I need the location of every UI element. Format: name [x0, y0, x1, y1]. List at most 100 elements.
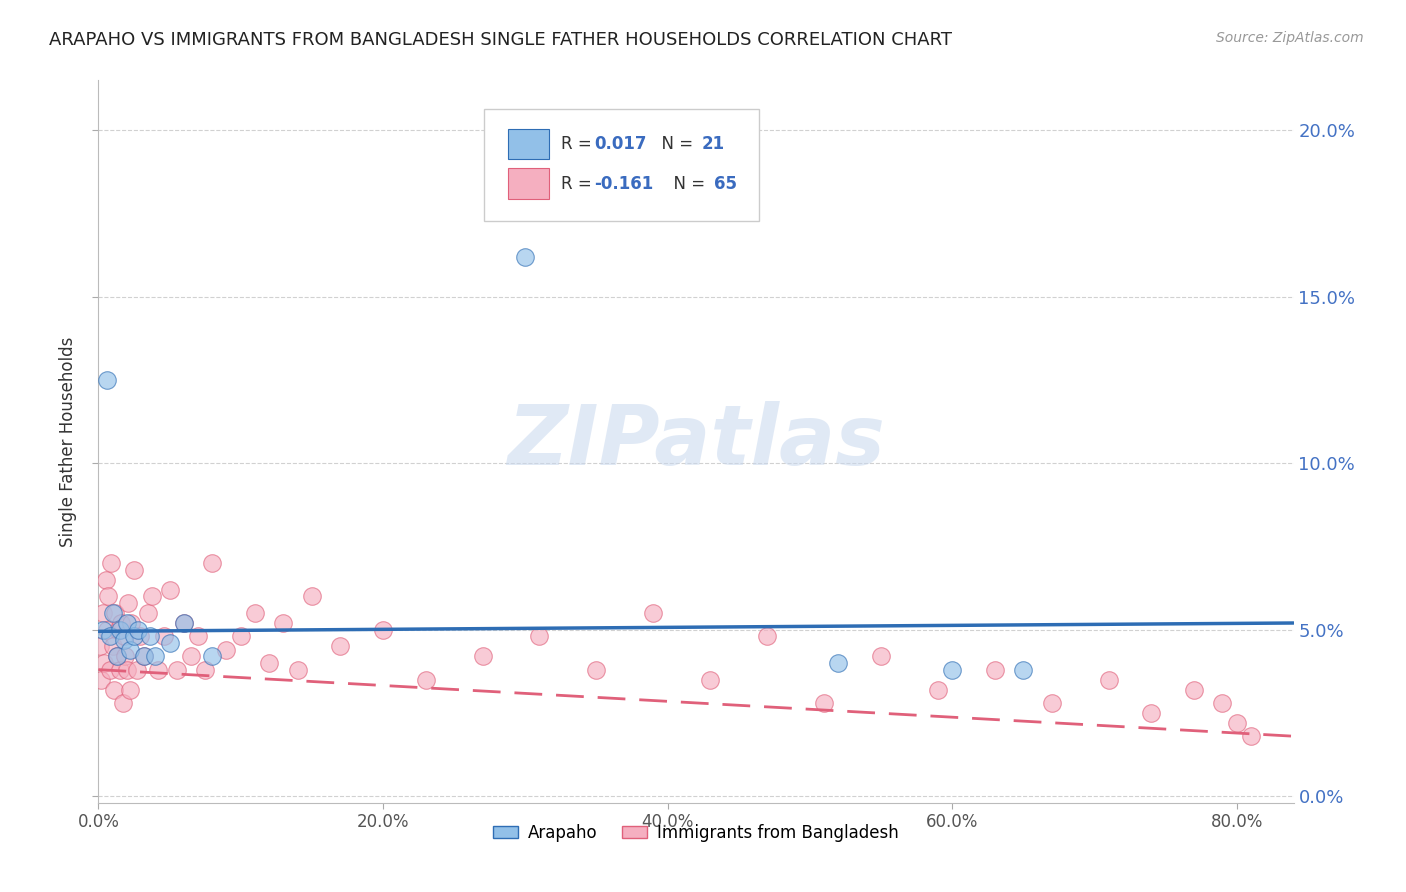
Point: [114, 649, 136, 664]
Point: [128, 629, 150, 643]
Point: [136, 606, 159, 620]
Point: [187, 629, 209, 643]
Point: [132, 649, 155, 664]
Point: [101, 606, 124, 620]
Point: [104, 606, 127, 620]
Point: [89, 640, 111, 654]
Point: [111, 696, 134, 710]
FancyBboxPatch shape: [485, 109, 759, 221]
Point: [301, 590, 323, 604]
Point: [643, 606, 665, 620]
Point: [371, 623, 394, 637]
Point: [1097, 673, 1119, 687]
Point: [138, 629, 160, 643]
Point: [122, 629, 145, 643]
Point: [132, 649, 155, 664]
Text: Source: ZipAtlas.com: Source: ZipAtlas.com: [1216, 31, 1364, 45]
Point: [159, 582, 181, 597]
Point: [108, 623, 131, 637]
Text: ARAPAHO VS IMMIGRANTS FROM BANGLADESH SINGLE FATHER HOUSEHOLDS CORRELATION CHART: ARAPAHO VS IMMIGRANTS FROM BANGLADESH SI…: [49, 31, 952, 49]
Point: [1012, 663, 1035, 677]
Point: [229, 629, 252, 643]
Point: [91, 606, 114, 620]
Text: 21: 21: [702, 135, 725, 153]
Point: [118, 642, 141, 657]
Point: [1040, 696, 1063, 710]
Point: [105, 649, 128, 664]
Point: [122, 563, 145, 577]
Point: [100, 556, 122, 570]
Y-axis label: Single Father Households: Single Father Households: [59, 336, 77, 547]
FancyBboxPatch shape: [509, 169, 548, 199]
Point: [173, 615, 195, 630]
Point: [141, 590, 163, 604]
Point: [101, 640, 124, 654]
Point: [329, 640, 352, 654]
Point: [90, 673, 112, 687]
Point: [96, 373, 118, 387]
Point: [415, 673, 437, 687]
Point: [515, 250, 537, 264]
Point: [159, 636, 181, 650]
Point: [1182, 682, 1205, 697]
Point: [243, 606, 266, 620]
Point: [98, 663, 121, 677]
Point: [1140, 706, 1163, 720]
Point: [927, 682, 949, 697]
Point: [173, 615, 195, 630]
Point: [529, 629, 551, 643]
Point: [94, 573, 117, 587]
Point: [93, 656, 115, 670]
Point: [984, 663, 1007, 677]
Point: [91, 623, 114, 637]
Point: [105, 649, 128, 664]
Text: 0.017: 0.017: [595, 135, 647, 153]
Point: [112, 632, 135, 647]
Point: [148, 663, 170, 677]
Point: [471, 649, 494, 664]
Point: [166, 663, 188, 677]
Point: [120, 615, 142, 630]
Point: [1211, 696, 1233, 710]
Point: [201, 649, 224, 664]
Text: 65: 65: [714, 175, 737, 193]
Point: [870, 649, 893, 664]
Text: ZIPatlas: ZIPatlas: [508, 401, 884, 482]
Point: [813, 696, 835, 710]
Point: [103, 682, 125, 697]
Point: [941, 663, 963, 677]
Point: [125, 663, 148, 677]
Point: [96, 623, 118, 637]
Point: [699, 673, 721, 687]
Point: [585, 663, 607, 677]
Point: [118, 682, 141, 697]
Legend: Arapaho, Immigrants from Bangladesh: Arapaho, Immigrants from Bangladesh: [486, 817, 905, 848]
Point: [108, 663, 131, 677]
Point: [180, 649, 202, 664]
Point: [194, 663, 217, 677]
Point: [97, 590, 120, 604]
Text: R =: R =: [561, 135, 598, 153]
Point: [143, 649, 166, 664]
Point: [115, 615, 138, 630]
Point: [287, 663, 309, 677]
Point: [117, 596, 139, 610]
Point: [110, 615, 132, 630]
Point: [107, 623, 129, 637]
Point: [112, 629, 135, 643]
Text: -0.161: -0.161: [595, 175, 654, 193]
Point: [127, 623, 149, 637]
Point: [1226, 715, 1249, 730]
Point: [153, 629, 176, 643]
Point: [273, 615, 295, 630]
Point: [98, 629, 121, 643]
Point: [115, 663, 138, 677]
Text: N =: N =: [662, 175, 710, 193]
FancyBboxPatch shape: [509, 128, 548, 159]
Point: [215, 642, 238, 657]
Point: [756, 629, 779, 643]
Point: [1240, 729, 1263, 743]
Text: N =: N =: [651, 135, 697, 153]
Point: [201, 556, 224, 570]
Point: [827, 656, 849, 670]
